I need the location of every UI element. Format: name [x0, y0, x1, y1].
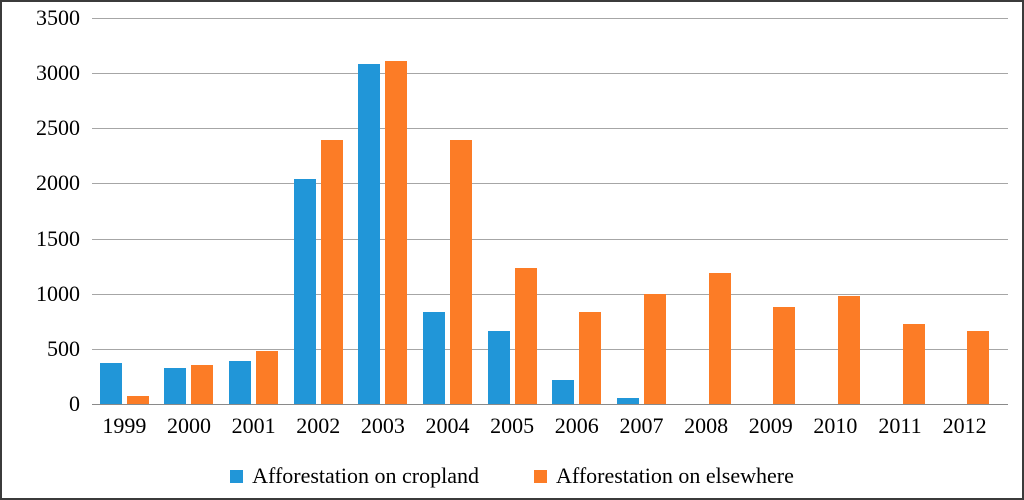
y-tick-label: 1500 — [36, 225, 80, 251]
bar-2002-series-1 — [320, 140, 343, 404]
bar-2009-series-1 — [773, 306, 796, 404]
legend: Afforestation on cropland Afforestation o… — [2, 463, 1022, 489]
x-tick-label: 2012 — [942, 413, 987, 438]
x-tick-label: 2005 — [490, 413, 535, 438]
gridline — [92, 293, 1008, 295]
x-tick-label: 2006 — [554, 413, 599, 438]
bar-2002-series-0 — [293, 179, 316, 404]
y-tick-label: 3500 — [36, 5, 80, 30]
legend-swatch-icon — [534, 469, 548, 483]
bar-2006-series-1 — [579, 312, 602, 404]
bar-2008-series-1 — [708, 272, 731, 404]
x-axis-labels: 1999 2000 2001 2002 2003 2004 2005 2006 2007 2008… — [92, 413, 997, 439]
bar-2001-series-1 — [256, 351, 279, 404]
bar-group-2001 — [221, 18, 286, 404]
x-tick-label: 2002 — [296, 413, 341, 438]
bar-1999-series-1 — [126, 396, 149, 404]
x-axis-line — [92, 404, 1008, 405]
bar-2005-series-0 — [487, 330, 510, 404]
bar-group-2006 — [544, 18, 609, 404]
bar-group-2009 — [738, 18, 803, 404]
x-tick-label: 2000 — [166, 413, 211, 438]
gridline — [92, 73, 1008, 75]
x-tick-label: 2011 — [878, 413, 922, 438]
bar-2004-series-1 — [450, 139, 473, 404]
gridline — [92, 128, 1008, 130]
bar-2003-series-0 — [358, 63, 381, 404]
gridline — [92, 348, 1008, 350]
bar-group-2005 — [480, 18, 545, 404]
legend-item-0: Afforestation on cropland — [230, 463, 479, 489]
legend-swatch-icon — [230, 469, 244, 483]
bar-group-2012 — [932, 18, 997, 404]
y-tick-label: 2500 — [36, 115, 80, 141]
x-tick-label: 2001 — [231, 413, 276, 438]
plot-area — [92, 18, 1008, 405]
bar-2007-series-1 — [643, 293, 666, 404]
gridline — [92, 238, 1008, 240]
legend-label: Afforestation on elsewhere — [556, 463, 794, 488]
x-tick-label: 2007 — [619, 413, 664, 438]
bars-area — [92, 18, 997, 404]
gridline — [92, 18, 1008, 19]
bar-group-2010 — [803, 18, 868, 404]
x-tick-label: 2004 — [425, 413, 470, 438]
bar-2004-series-0 — [423, 312, 446, 404]
bar-group-2008 — [674, 18, 739, 404]
bar-2011-series-1 — [902, 323, 925, 404]
bar-2001-series-0 — [229, 361, 252, 404]
bar-2012-series-1 — [967, 331, 990, 404]
gridline — [92, 183, 1008, 185]
bar-2006-series-0 — [552, 380, 575, 404]
bar-2010-series-1 — [837, 296, 860, 404]
y-tick-label: 3000 — [36, 60, 80, 86]
legend-item-1: Afforestation on elsewhere — [534, 463, 794, 489]
bar-group-2000 — [157, 18, 222, 404]
bar-group-2011 — [868, 18, 933, 404]
bar-2003-series-1 — [385, 61, 408, 404]
y-tick-label: 2000 — [36, 170, 80, 196]
y-tick-label: 500 — [47, 335, 80, 361]
x-tick-label: 2003 — [360, 413, 405, 438]
bar-2000-series-1 — [191, 364, 214, 404]
bar-group-2003 — [351, 18, 416, 404]
bar-group-2004 — [415, 18, 480, 404]
bar-group-2002 — [286, 18, 351, 404]
bar-2007-series-0 — [616, 397, 639, 404]
y-tick-label: 1000 — [36, 280, 80, 306]
bar-1999-series-0 — [99, 362, 122, 404]
x-tick-label: 1999 — [102, 413, 147, 438]
x-tick-label: 2008 — [684, 413, 729, 438]
x-tick-label: 2010 — [813, 413, 858, 438]
bar-2000-series-0 — [164, 367, 187, 404]
bar-group-1999 — [92, 18, 157, 404]
bar-2005-series-1 — [514, 268, 537, 404]
legend-label: Afforestation on cropland — [252, 463, 480, 488]
y-tick-label: 0 — [69, 391, 80, 416]
x-tick-label: 2009 — [748, 413, 793, 438]
bar-group-2007 — [609, 18, 674, 404]
